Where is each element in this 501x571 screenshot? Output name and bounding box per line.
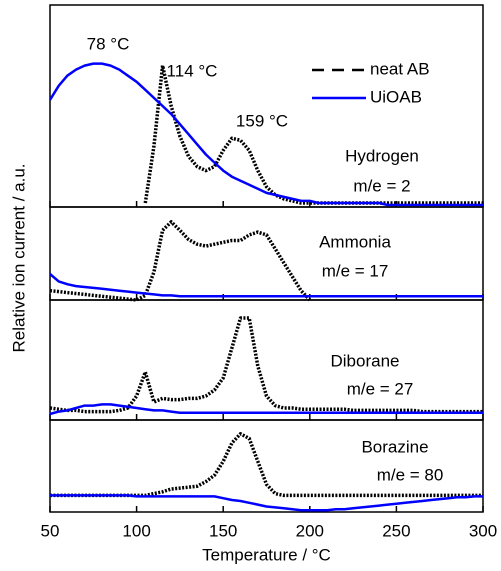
x-tick-label: 200 [296, 521, 324, 540]
panel-frame [49, 299, 484, 421]
series-line [48, 62, 483, 207]
x-axis-label: Temperature / °C [202, 545, 331, 564]
annotation: 78 °C [87, 34, 130, 53]
series-line [143, 63, 483, 205]
series-line [49, 273, 483, 298]
legend-label: UiOAB [370, 87, 422, 106]
panel-frame [49, 206, 484, 301]
series-line [50, 432, 483, 498]
series-line [50, 494, 483, 512]
series-line [49, 403, 483, 416]
panel-title: Borazine [361, 437, 428, 456]
x-tick-label: 150 [209, 521, 237, 540]
panel-subtitle: m/e = 27 [347, 379, 414, 398]
panel-subtitle: m/e = 2 [353, 176, 410, 195]
panel-title: Hydrogen [345, 146, 419, 165]
legend-label: neat AB [370, 59, 430, 78]
panel-subtitle: m/e = 17 [322, 261, 389, 280]
panel-subtitle: m/e = 80 [377, 465, 444, 484]
x-tick-label: 50 [41, 521, 60, 540]
x-tick-label: 100 [122, 521, 150, 540]
annotation: 114 °C [167, 61, 218, 80]
panel-frame [49, 419, 484, 513]
panel-title: Diborane [331, 351, 400, 370]
series-line [49, 220, 312, 302]
x-tick-label: 300 [469, 521, 497, 540]
y-axis-label: Relative ion current / a.u. [9, 164, 28, 353]
annotation: 159 °C [236, 111, 288, 130]
x-tick-label: 250 [382, 521, 410, 540]
panel-title: Ammonia [319, 232, 391, 251]
series-line [49, 316, 483, 414]
